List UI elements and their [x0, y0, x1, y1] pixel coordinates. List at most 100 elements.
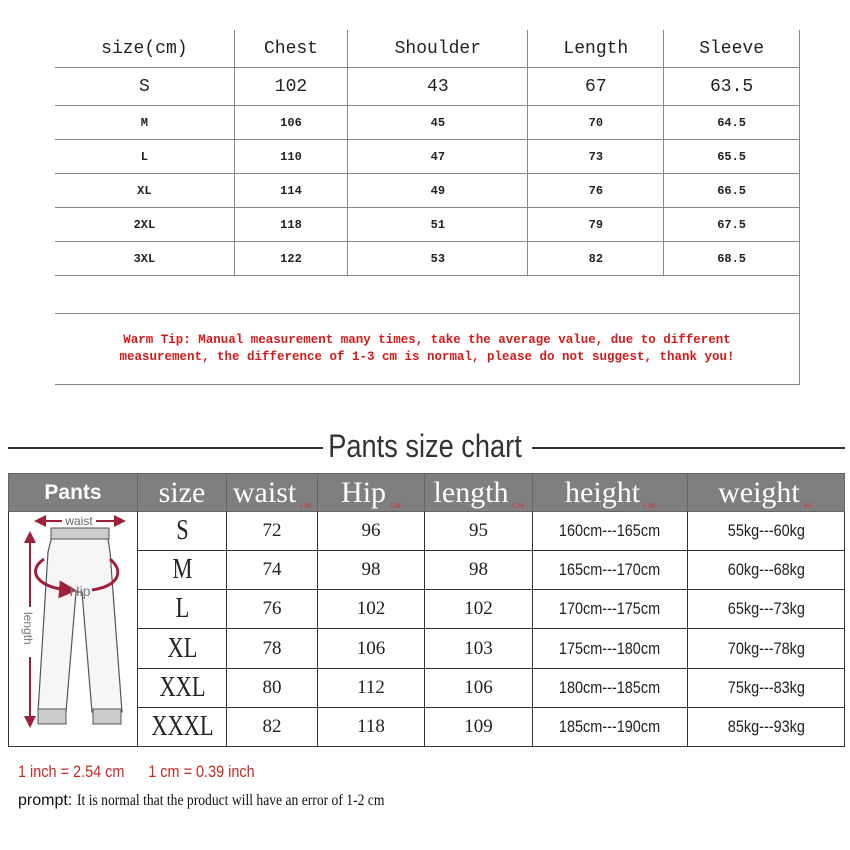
prompt-note: prompt: It is normal that the product wi…: [18, 792, 438, 810]
size-cell: S: [145, 510, 219, 552]
prompt-text: It is normal that the product will have …: [76, 792, 385, 809]
tip-line: Warm Tip: Manual measurement many times,…: [123, 333, 731, 347]
cell-text: 175cm---180cm: [559, 638, 661, 658]
table-cell: 118: [233, 207, 349, 242]
cell-text: 85kg---93kg: [727, 716, 805, 736]
table-cell: 45: [347, 105, 529, 140]
table-cell: 66.5: [663, 173, 800, 208]
header-cell: Sleeve: [663, 30, 800, 68]
top-header-row: size(cm) Chest Shoulder Length Sleeve: [55, 30, 800, 68]
table-cell: 106: [233, 105, 349, 140]
table-cell: 72: [226, 510, 318, 552]
table-cell: 110: [233, 139, 349, 174]
table-cell: 74: [226, 550, 318, 591]
table-cell: 43: [347, 67, 529, 106]
table-cell: 53: [347, 241, 529, 276]
blank-row: [55, 275, 800, 314]
table-row: 2XL 118 51 79 67.5: [55, 207, 800, 242]
table-cell: 70: [527, 105, 665, 140]
table-cell: 73: [527, 139, 665, 174]
table-cell: 85kg---93kg: [687, 706, 845, 748]
table-cell: 102: [317, 589, 425, 630]
cell-text: 70kg---78kg: [727, 638, 805, 658]
table-cell: 75kg---83kg: [687, 667, 845, 708]
waist-label: waist: [64, 514, 93, 528]
cell-text: 165cm---170cm: [559, 560, 661, 580]
unit-label: CM: [300, 501, 312, 510]
size-cell: XXL: [145, 667, 219, 708]
cell-text: 60kg---68kg: [727, 560, 805, 580]
cell-text: 185cm---190cm: [559, 716, 661, 736]
table-cell: 180cm---185cm: [532, 667, 688, 708]
table-row: L 110 47 73 65.5: [55, 139, 800, 174]
header-cell: size: [137, 473, 227, 512]
table-cell: 82: [527, 241, 665, 276]
unit-label: CM: [512, 501, 524, 510]
table-cell: 102: [233, 67, 349, 106]
table-cell: 109: [424, 706, 533, 748]
pants-illustration: waist Hip length: [21, 514, 126, 728]
table-row: XXL 80 112 106 180cm---185cm 75kg---83kg: [9, 667, 845, 708]
table-cell: 170cm---175cm: [532, 589, 688, 630]
size-cell: XXXL: [145, 706, 219, 748]
table-cell: 112: [317, 667, 425, 708]
table-cell: 70kg---78kg: [687, 628, 845, 669]
pants-diagram: waist Hip length: [8, 511, 138, 747]
unit-label: CM: [390, 501, 401, 510]
table-row: waist Hip length S 72 96 95 160cm---165cm 55k…: [8, 510, 845, 747]
table-cell: 78: [226, 628, 318, 669]
table-cell: L: [55, 139, 235, 174]
header-label: Hip: [341, 475, 387, 509]
table-cell: 47: [347, 139, 529, 174]
table-cell: 76: [226, 589, 318, 630]
header-cell: Hip CM: [317, 473, 425, 512]
table-cell: 60kg---68kg: [687, 550, 845, 591]
header-cell: weight KG: [687, 473, 845, 512]
tip-row: Warm Tip: Manual measurement many times,…: [55, 313, 800, 385]
tip-line: measurement, the difference of 1-3 cm is…: [119, 350, 735, 364]
table-cell: 165cm---170cm: [532, 550, 688, 591]
table-cell: 98: [424, 550, 533, 591]
table-cell: 51: [347, 207, 529, 242]
table-cell: XL: [55, 173, 235, 208]
table-cell: 64.5: [663, 105, 800, 140]
table-cell: 55kg---60kg: [687, 510, 845, 552]
table-cell: 68.5: [663, 241, 800, 276]
table-cell: 67.5: [663, 207, 800, 242]
warm-tip: Warm Tip: Manual measurement many times,…: [55, 313, 800, 385]
table-cell: 106: [317, 628, 425, 669]
table-cell: 79: [527, 207, 665, 242]
unit-label: CM: [644, 501, 655, 510]
header-cell: Shoulder: [347, 30, 529, 68]
pants-header-row: Pants size waist CM Hip CM length CM height…: [8, 473, 845, 512]
cell-text: 160cm---165cm: [559, 521, 661, 541]
table-cell: 102: [424, 589, 533, 630]
prompt-label: prompt:: [18, 792, 73, 809]
cell-text: 75kg---83kg: [727, 677, 805, 697]
table-cell: 3XL: [55, 241, 235, 276]
conversion-note: 1 inch = 2.54 cm 1 cm = 0.39 inch: [18, 762, 278, 782]
table-cell: 175cm---180cm: [532, 628, 688, 669]
header-label: height: [565, 475, 641, 509]
table-cell: 65.5: [663, 139, 800, 174]
divider: [8, 447, 323, 449]
table-row: XL 114 49 76 66.5: [55, 173, 800, 208]
table-cell: 95: [424, 510, 533, 552]
table-cell: 82: [226, 706, 318, 748]
table-cell: 106: [424, 667, 533, 708]
size-cell: L: [145, 589, 219, 630]
inch-conversion: 1 inch = 2.54 cm: [18, 762, 125, 781]
cell-text: 170cm---175cm: [559, 599, 661, 619]
header-label: waist: [232, 475, 297, 509]
cell-text: 65kg---73kg: [727, 599, 805, 619]
table-cell: 2XL: [55, 207, 235, 242]
table-cell: 80: [226, 667, 318, 708]
header-cell: length CM: [424, 473, 533, 512]
table-cell: 118: [317, 706, 425, 748]
size-cell: M: [145, 550, 219, 591]
table-row: S 102 43 67 63.5: [55, 67, 800, 106]
table-cell: 160cm---165cm: [532, 510, 688, 552]
table-row: XXXL 82 118 109 185cm---190cm 85kg---93kg: [9, 706, 845, 748]
divider: [532, 447, 845, 449]
